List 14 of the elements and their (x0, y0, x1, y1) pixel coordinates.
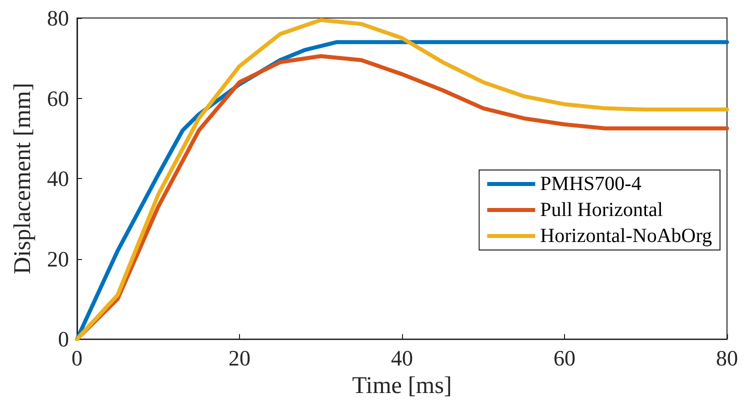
x-tick-label: 40 (391, 346, 413, 371)
legend-label: PMHS700-4 (540, 173, 642, 195)
x-tick-label: 20 (228, 346, 250, 371)
legend-label: Horizontal-NoAbOrg (540, 225, 712, 247)
y-tick-label: 40 (47, 166, 69, 192)
y-tick-label: 80 (47, 6, 69, 30)
y-tick-label: 0 (58, 326, 69, 352)
y-axis-title: Displacement [mm] (10, 82, 36, 274)
x-axis-title: Time [ms] (352, 373, 452, 399)
legend-label: Pull Horizontal (540, 199, 664, 221)
x-tick-label: 60 (554, 346, 576, 371)
y-tick-label: 20 (47, 246, 69, 272)
x-tick-label: 80 (716, 346, 738, 371)
y-tick-label: 60 (47, 86, 69, 111)
